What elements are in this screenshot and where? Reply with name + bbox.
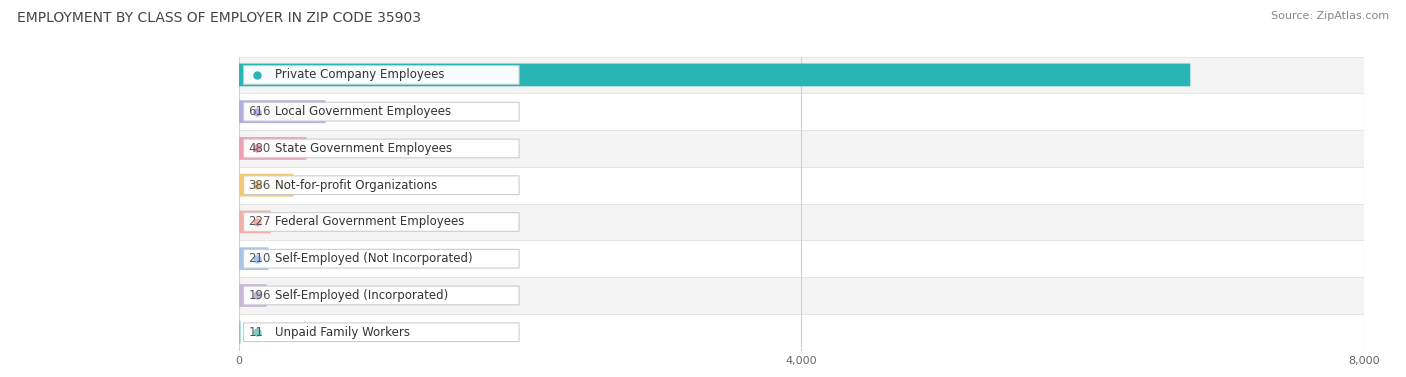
FancyBboxPatch shape	[243, 102, 519, 121]
Text: Not-for-profit Organizations: Not-for-profit Organizations	[276, 179, 437, 192]
FancyBboxPatch shape	[239, 241, 1364, 277]
Text: 196: 196	[249, 289, 271, 302]
FancyBboxPatch shape	[239, 211, 271, 233]
Text: EMPLOYMENT BY CLASS OF EMPLOYER IN ZIP CODE 35903: EMPLOYMENT BY CLASS OF EMPLOYER IN ZIP C…	[17, 11, 420, 25]
FancyBboxPatch shape	[239, 100, 326, 123]
FancyBboxPatch shape	[239, 93, 1364, 130]
Text: Unpaid Family Workers: Unpaid Family Workers	[276, 326, 411, 339]
FancyBboxPatch shape	[243, 249, 519, 268]
Text: 227: 227	[249, 216, 271, 228]
FancyBboxPatch shape	[243, 139, 519, 158]
Text: Federal Government Employees: Federal Government Employees	[276, 216, 464, 228]
FancyBboxPatch shape	[239, 64, 1191, 86]
Text: 616: 616	[249, 105, 271, 118]
Text: 386: 386	[249, 179, 271, 192]
FancyBboxPatch shape	[239, 277, 1364, 314]
FancyBboxPatch shape	[243, 213, 519, 231]
FancyBboxPatch shape	[239, 137, 307, 160]
Text: 480: 480	[249, 142, 271, 155]
Text: Source: ZipAtlas.com: Source: ZipAtlas.com	[1271, 11, 1389, 21]
FancyBboxPatch shape	[239, 321, 240, 343]
Text: Local Government Employees: Local Government Employees	[276, 105, 451, 118]
Text: 210: 210	[249, 252, 271, 265]
Text: 11: 11	[249, 326, 263, 339]
FancyBboxPatch shape	[239, 130, 1364, 167]
FancyBboxPatch shape	[243, 286, 519, 305]
FancyBboxPatch shape	[239, 204, 1364, 241]
FancyBboxPatch shape	[243, 66, 519, 84]
Text: Self-Employed (Incorporated): Self-Employed (Incorporated)	[276, 289, 449, 302]
FancyBboxPatch shape	[239, 247, 269, 270]
Text: Self-Employed (Not Incorporated): Self-Employed (Not Incorporated)	[276, 252, 472, 265]
Text: State Government Employees: State Government Employees	[276, 142, 453, 155]
FancyBboxPatch shape	[239, 284, 267, 307]
FancyBboxPatch shape	[239, 57, 1364, 93]
FancyBboxPatch shape	[239, 314, 1364, 351]
FancyBboxPatch shape	[243, 176, 519, 195]
FancyBboxPatch shape	[239, 167, 1364, 204]
FancyBboxPatch shape	[239, 174, 294, 196]
Text: 6,766: 6,766	[195, 69, 233, 81]
Text: Private Company Employees: Private Company Employees	[276, 69, 444, 81]
FancyBboxPatch shape	[243, 323, 519, 342]
